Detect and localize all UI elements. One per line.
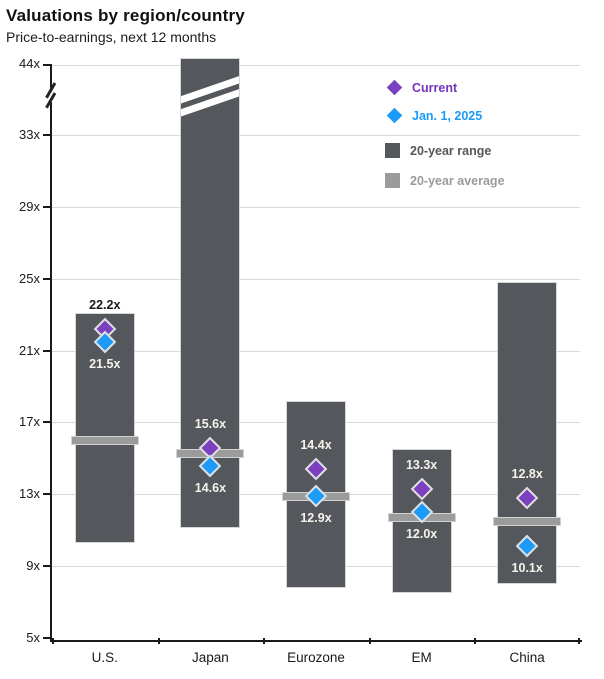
y-axis-tick: [43, 637, 52, 639]
gridline: [52, 278, 580, 280]
legend-item-current: Current: [385, 79, 505, 96]
legend-item-average: 20-year average: [385, 172, 505, 189]
y-tick-label: 25x: [19, 270, 40, 286]
chart-title: Valuations by region/country: [6, 6, 245, 25]
x-tick-label: U.S.: [91, 650, 118, 665]
y-axis-tick: [43, 277, 52, 280]
average-square-icon: [385, 173, 400, 188]
y-tick-label: 13x: [19, 486, 40, 502]
jan1-value-label: 12.0x: [405, 527, 438, 542]
current-value-label: 13.3x: [405, 457, 438, 472]
x-tick-label: Eurozone: [287, 650, 345, 665]
y-tick-label: 29x: [19, 198, 40, 214]
legend-label-jan1: Jan. 1, 2025: [412, 108, 483, 123]
jan1-value-label: 14.6x: [194, 480, 227, 495]
gridline: [52, 206, 580, 208]
current-value-label: 22.2x: [89, 298, 121, 312]
y-tick-label: 33x: [19, 127, 40, 142]
x-axis-tick: [578, 638, 580, 644]
x-tick-label: Japan: [191, 650, 229, 665]
jan1-value-label: 21.5x: [89, 356, 121, 371]
legend: Current Jan. 1, 2025 20-year range 20-ye…: [385, 79, 505, 189]
current-value-label: 12.8x: [511, 466, 543, 481]
jan1-value-label: 12.9x: [300, 511, 332, 526]
x-axis-tick: [368, 638, 371, 644]
legend-item-range: 20-year range: [385, 142, 505, 159]
x-axis-tick: [52, 638, 54, 644]
legend-label-current: Current: [412, 80, 458, 95]
jan1-diamond-icon: [386, 107, 403, 124]
current-value-label: 14.4x: [300, 438, 332, 453]
y-axis-tick: [43, 205, 52, 208]
y-tick-label: 21x: [19, 342, 40, 358]
y-tick-label: 9x: [26, 558, 40, 574]
gridline-top: [52, 65, 580, 66]
x-axis-tick: [157, 638, 160, 644]
average-band: [493, 516, 562, 526]
y-axis-tick: [43, 421, 52, 424]
y-axis-tick: [43, 493, 52, 496]
x-axis-tick: [263, 638, 266, 644]
y-axis-tick: [43, 134, 52, 136]
range-square-icon: [385, 143, 400, 158]
y-axis-tick: [43, 349, 52, 352]
y-tick-label: 5x: [26, 630, 40, 645]
current-diamond-icon: [386, 79, 403, 96]
plot-area: 44x 5x 9x 13x 17x 21x 25x 29x 33x U.S. Japan Eurozo…: [19, 56, 582, 665]
chart-subtitle: Price-to-earnings, next 12 months: [6, 29, 217, 45]
y-tick-label: 17x: [19, 414, 40, 430]
jan1-value-label: 10.1x: [511, 561, 543, 576]
range-bar: [497, 282, 558, 585]
x-axis-tick: [474, 638, 477, 644]
current-value-label: 15.6x: [194, 416, 227, 431]
gridline: [52, 350, 580, 352]
gridline: [52, 135, 580, 136]
average-band: [70, 435, 139, 445]
x-tick-label: China: [509, 650, 545, 665]
legend-label-range: 20-year range: [410, 143, 492, 158]
legend-item-jan1: Jan. 1, 2025: [385, 107, 505, 124]
x-tick-label: EM: [411, 650, 432, 665]
y-tick-label: 44x: [19, 56, 40, 71]
legend-label-average: 20-year average: [410, 173, 505, 188]
y-axis-tick: [43, 565, 52, 568]
y-axis-tick: [43, 64, 52, 66]
